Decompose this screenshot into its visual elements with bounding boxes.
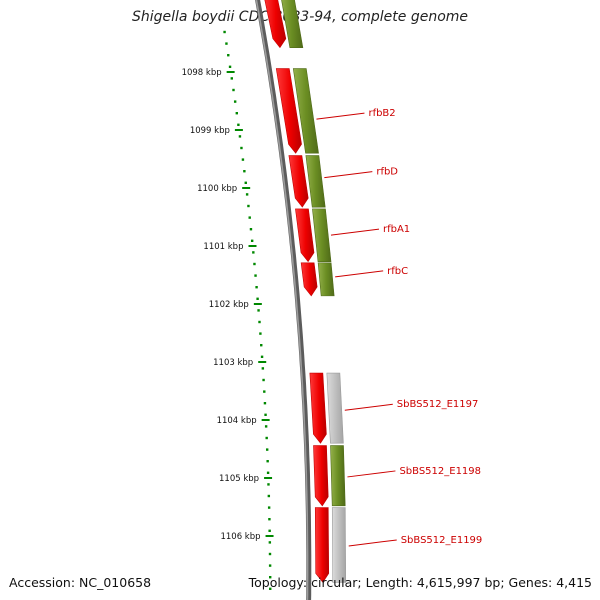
minor-tick	[250, 239, 254, 242]
minor-tick	[267, 483, 270, 486]
minor-tick	[253, 262, 256, 266]
gene-label: rfbD	[376, 167, 398, 178]
kbp-label: 1101 kbp	[203, 242, 243, 252]
gene-bar	[292, 68, 319, 154]
label-leader-line	[330, 228, 380, 236]
gene-label: rfbB2	[368, 108, 395, 119]
minor-tick	[268, 552, 272, 556]
minor-tick	[268, 576, 272, 579]
gene-bar	[305, 155, 326, 208]
kbp-label: 1102 kbp	[209, 300, 249, 310]
minor-tick	[237, 123, 240, 126]
kbp-label: 1100 kbp	[197, 184, 237, 194]
minor-tick	[267, 506, 271, 509]
minor-tick	[263, 390, 266, 393]
minor-tick	[232, 88, 235, 92]
minor-tick	[262, 378, 265, 382]
minor-tick	[268, 564, 272, 567]
gene-bar	[330, 445, 346, 507]
minor-tick	[225, 42, 228, 45]
gene-label: SbBS512_E1199	[401, 535, 483, 546]
minor-tick	[264, 413, 267, 416]
minor-tick	[241, 158, 245, 161]
minor-tick	[238, 135, 242, 138]
topology-summary: Topology: circular; Length: 4,615,997 bp…	[248, 575, 592, 590]
minor-tick	[244, 181, 247, 184]
gene-bar	[281, 0, 304, 48]
minor-tick	[245, 193, 249, 196]
gene-bar	[331, 507, 347, 583]
minor-tick	[248, 216, 251, 219]
gene-label: rfbA1	[383, 224, 410, 235]
minor-tick	[256, 297, 259, 300]
gene-bar	[312, 208, 332, 262]
gene-bar	[326, 372, 344, 444]
minor-tick	[260, 344, 263, 347]
kbp-label: 1098 kbp	[182, 68, 222, 78]
minor-tick	[268, 541, 272, 544]
label-leader-line	[335, 270, 384, 278]
minor-tick	[223, 30, 226, 34]
kbp-label: 1106 kbp	[220, 532, 260, 542]
cds-arrow	[313, 445, 329, 507]
minor-tick	[265, 436, 268, 440]
cds-arrow	[300, 262, 318, 297]
map-title: Shigella boydii CDC 3083-94, complete ge…	[131, 9, 469, 25]
cds-arrow	[264, 0, 287, 49]
cds-arrow	[295, 208, 315, 263]
gene-label: SbBS512_E1197	[397, 399, 479, 410]
minor-tick	[249, 228, 253, 231]
kbp-label: 1105 kbp	[219, 474, 259, 484]
gene-bar	[317, 262, 335, 297]
minor-tick	[261, 367, 265, 370]
minor-tick	[268, 529, 271, 532]
gene-label: SbBS512_E1198	[399, 466, 481, 477]
minor-tick	[255, 286, 258, 289]
minor-tick	[243, 170, 246, 173]
gene-label: rfbC	[387, 266, 408, 277]
minor-tick	[227, 54, 230, 57]
minor-tick	[258, 320, 261, 324]
cds-arrow	[314, 507, 330, 583]
minor-tick	[268, 518, 271, 521]
kbp-label: 1099 kbp	[190, 126, 230, 136]
minor-tick	[259, 332, 262, 335]
minor-tick	[260, 355, 264, 358]
label-leader-line	[316, 112, 365, 120]
minor-tick	[240, 146, 243, 150]
minor-tick	[230, 77, 233, 80]
genome-backbone	[255, 0, 312, 600]
cds-arrow	[275, 68, 302, 154]
minor-tick	[254, 274, 257, 277]
minor-tick	[257, 309, 260, 312]
minor-tick	[264, 425, 268, 428]
minor-tick	[233, 100, 237, 103]
minor-tick	[269, 587, 272, 590]
minor-tick	[266, 460, 269, 463]
label-leader-line	[348, 539, 397, 547]
minor-tick	[265, 448, 269, 451]
minor-tick	[252, 251, 255, 254]
minor-tick	[247, 204, 250, 208]
tick-ring: 1098 kbp 1099 kbp 1100 kbp 1101 kbp 1102 kbp…	[182, 30, 274, 590]
kbp-label: 1103 kbp	[213, 358, 253, 368]
minor-tick	[266, 471, 270, 474]
minor-tick	[263, 402, 267, 405]
gene-labels: rfbB2 rfbD rfbA1 rfbC SbBS512_E1197 SbBS512_E…	[316, 108, 483, 547]
minor-tick	[267, 494, 271, 498]
feature-tracks	[264, 0, 347, 583]
accession-text: Accession: NC_010658	[9, 575, 152, 590]
label-leader-line	[344, 403, 393, 411]
minor-tick	[228, 65, 232, 68]
minor-tick	[235, 112, 238, 115]
label-leader-line	[324, 171, 373, 179]
cds-arrow	[309, 372, 327, 444]
label-leader-line	[347, 470, 396, 478]
kbp-label: 1104 kbp	[217, 416, 257, 426]
backbone-arc	[255, 0, 312, 600]
cds-arrow	[288, 155, 309, 208]
backbone-highlight	[255, 0, 309, 600]
